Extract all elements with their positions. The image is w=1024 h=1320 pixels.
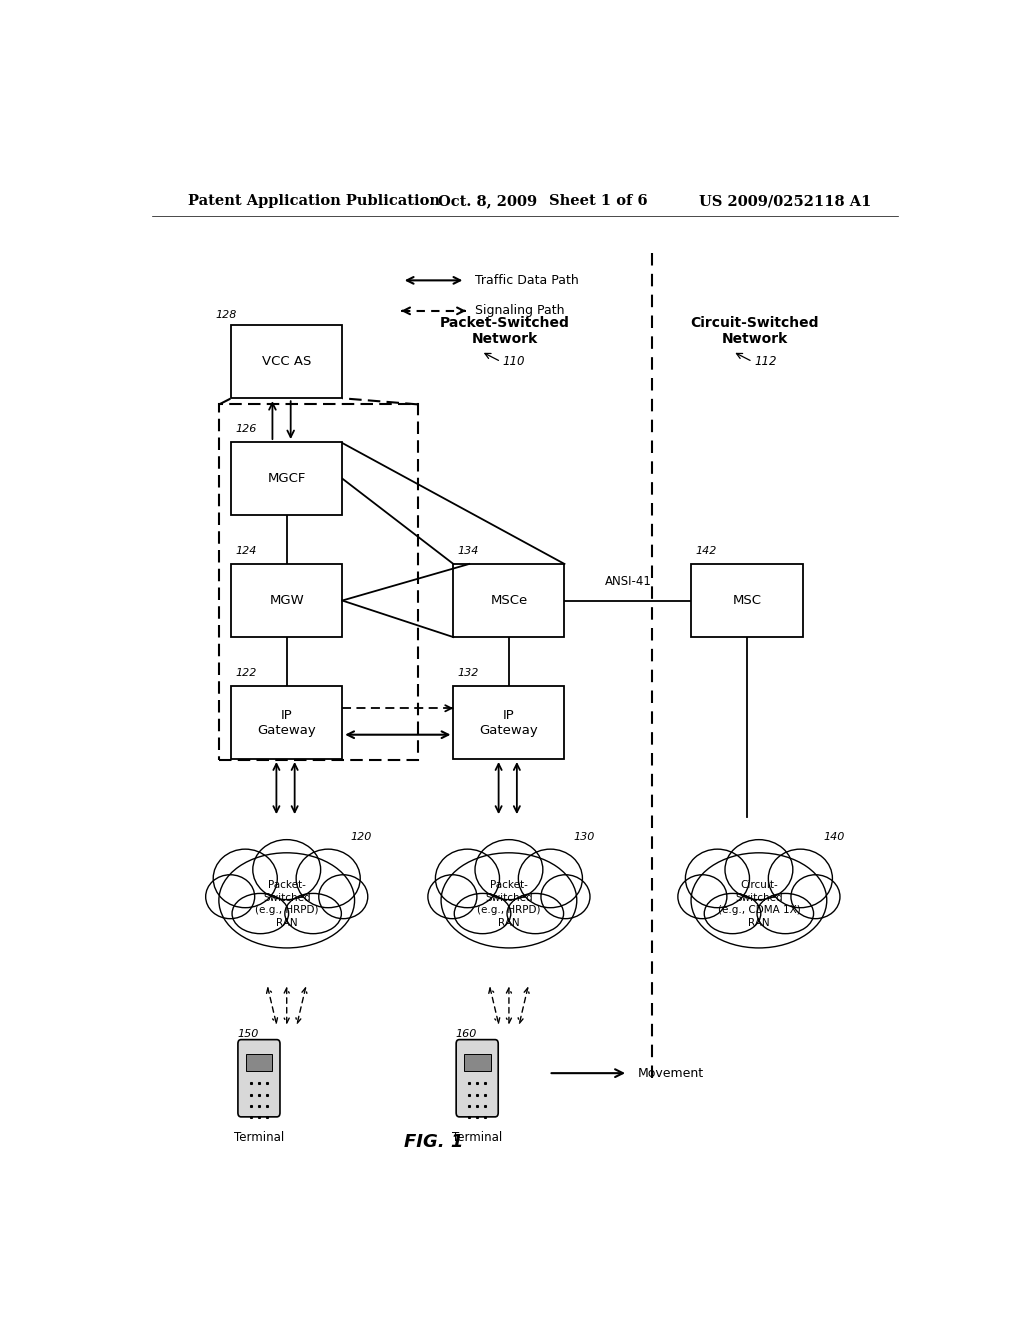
Text: 120: 120 bbox=[351, 832, 372, 842]
Text: 140: 140 bbox=[823, 832, 845, 842]
Text: Terminal: Terminal bbox=[233, 1131, 284, 1144]
Text: Circuit-
Switched
(e.g., CDMA 1X)
RAN: Circuit- Switched (e.g., CDMA 1X) RAN bbox=[718, 880, 801, 928]
FancyBboxPatch shape bbox=[454, 686, 564, 759]
Text: Patent Application Publication: Patent Application Publication bbox=[187, 194, 439, 209]
Ellipse shape bbox=[475, 840, 543, 900]
Text: 142: 142 bbox=[695, 545, 717, 556]
Text: 150: 150 bbox=[238, 1028, 258, 1039]
Text: Packet-Switched
Network: Packet-Switched Network bbox=[440, 315, 570, 346]
Text: 160: 160 bbox=[456, 1028, 477, 1039]
Text: IP
Gateway: IP Gateway bbox=[479, 709, 539, 737]
Text: IP
Gateway: IP Gateway bbox=[257, 709, 316, 737]
FancyBboxPatch shape bbox=[231, 564, 342, 638]
Ellipse shape bbox=[213, 849, 278, 908]
Text: Traffic Data Path: Traffic Data Path bbox=[475, 273, 579, 286]
Ellipse shape bbox=[685, 849, 750, 908]
Ellipse shape bbox=[705, 894, 761, 933]
FancyBboxPatch shape bbox=[246, 1055, 272, 1072]
Ellipse shape bbox=[285, 894, 341, 933]
Text: ANSI-41: ANSI-41 bbox=[604, 576, 651, 589]
Text: 112: 112 bbox=[754, 355, 776, 368]
Text: 130: 130 bbox=[573, 832, 594, 842]
Ellipse shape bbox=[206, 875, 255, 919]
Text: MSCe: MSCe bbox=[490, 594, 527, 607]
FancyBboxPatch shape bbox=[238, 1040, 280, 1117]
FancyBboxPatch shape bbox=[231, 325, 342, 399]
Ellipse shape bbox=[435, 849, 500, 908]
Text: 122: 122 bbox=[236, 668, 256, 677]
Ellipse shape bbox=[318, 875, 368, 919]
Text: 134: 134 bbox=[458, 545, 478, 556]
Ellipse shape bbox=[441, 853, 577, 948]
Text: Signaling Path: Signaling Path bbox=[475, 305, 564, 317]
Ellipse shape bbox=[296, 849, 360, 908]
FancyBboxPatch shape bbox=[231, 442, 342, 515]
Ellipse shape bbox=[428, 875, 477, 919]
Text: 124: 124 bbox=[236, 545, 256, 556]
Text: MGW: MGW bbox=[269, 594, 304, 607]
FancyBboxPatch shape bbox=[456, 1040, 499, 1117]
Ellipse shape bbox=[232, 894, 289, 933]
Ellipse shape bbox=[678, 875, 727, 919]
Text: VCC AS: VCC AS bbox=[262, 355, 311, 368]
Text: MSC: MSC bbox=[732, 594, 762, 607]
Ellipse shape bbox=[791, 875, 840, 919]
Text: Oct. 8, 2009: Oct. 8, 2009 bbox=[437, 194, 537, 209]
Ellipse shape bbox=[541, 875, 590, 919]
Ellipse shape bbox=[518, 849, 583, 908]
Text: Sheet 1 of 6: Sheet 1 of 6 bbox=[549, 194, 647, 209]
FancyBboxPatch shape bbox=[231, 686, 342, 759]
Ellipse shape bbox=[691, 853, 826, 948]
Text: 126: 126 bbox=[236, 424, 256, 434]
Ellipse shape bbox=[507, 894, 563, 933]
Ellipse shape bbox=[253, 840, 321, 900]
Text: Movement: Movement bbox=[638, 1067, 703, 1080]
Ellipse shape bbox=[455, 894, 511, 933]
FancyBboxPatch shape bbox=[464, 1055, 490, 1072]
Ellipse shape bbox=[768, 849, 833, 908]
Ellipse shape bbox=[219, 853, 354, 948]
Text: FIG. 1: FIG. 1 bbox=[403, 1134, 463, 1151]
Text: Terminal: Terminal bbox=[452, 1131, 503, 1144]
Text: MGCF: MGCF bbox=[267, 473, 306, 484]
Text: US 2009/0252118 A1: US 2009/0252118 A1 bbox=[699, 194, 871, 209]
Text: Circuit-Switched
Network: Circuit-Switched Network bbox=[691, 315, 819, 346]
Text: 132: 132 bbox=[458, 668, 478, 677]
FancyBboxPatch shape bbox=[454, 564, 564, 638]
Text: 110: 110 bbox=[503, 355, 525, 368]
Text: Packet-
Switched
(e.g., HRPD)
RAN: Packet- Switched (e.g., HRPD) RAN bbox=[477, 880, 541, 928]
FancyBboxPatch shape bbox=[691, 564, 803, 638]
Text: 128: 128 bbox=[215, 310, 237, 319]
Text: Packet-
Switched
(e.g., HRPD)
RAN: Packet- Switched (e.g., HRPD) RAN bbox=[255, 880, 318, 928]
Ellipse shape bbox=[725, 840, 793, 900]
Ellipse shape bbox=[757, 894, 814, 933]
